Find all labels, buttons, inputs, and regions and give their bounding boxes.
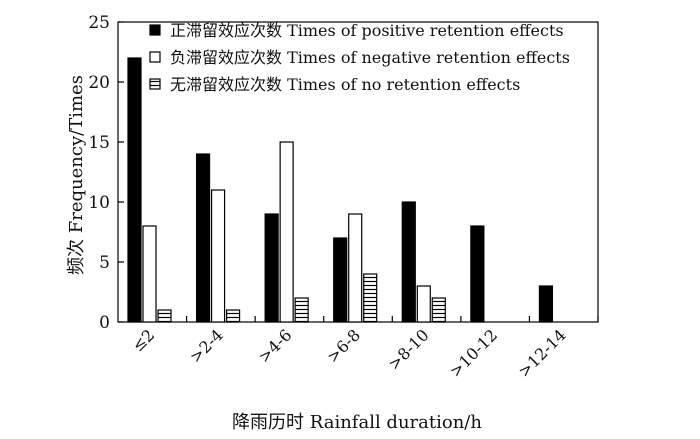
bar-solid <box>538 285 554 323</box>
bar-hatched <box>363 273 378 323</box>
plot-area <box>117 21 599 323</box>
y-tick-label: 15 <box>88 133 110 153</box>
legend-swatch-hatched <box>149 78 161 90</box>
bar-solid <box>333 237 348 323</box>
legend-label: 无滞留效应次数 Times of no retention effects <box>170 75 520 94</box>
y-tick-label: 5 <box>99 253 110 273</box>
y-tick-label: 20 <box>88 73 110 93</box>
legend: 正滞留效应次数 Times of positive retention effe… <box>149 21 570 94</box>
legend-swatch-hollow <box>149 51 161 63</box>
bar-solid <box>127 57 142 323</box>
y-tick-label: 0 <box>99 313 110 333</box>
bar-hollow <box>348 213 363 323</box>
bar-solid <box>195 153 211 323</box>
bar-hatched <box>225 309 241 323</box>
y-tick-label: 25 <box>88 13 110 33</box>
bar-hollow <box>210 189 226 323</box>
bar-hatched <box>157 309 172 323</box>
legend-label: 负滞留效应次数 Times of negative retention effe… <box>170 48 570 67</box>
bar-hollow <box>279 141 294 323</box>
x-tick-label: ≤2 <box>128 325 158 355</box>
x-tick-label: >2-4 <box>186 325 227 366</box>
legend-swatch-solid <box>149 24 161 36</box>
bar-solid <box>264 213 279 323</box>
x-tick-label: >12-14 <box>514 325 570 381</box>
bar-solid <box>470 225 485 323</box>
x-tick-label: >4-6 <box>254 325 295 366</box>
x-tick-label: >6-8 <box>323 325 364 366</box>
bar-hatched <box>294 297 309 323</box>
x-tick-label: >8-10 <box>384 325 432 373</box>
y-axis-title: 频次 Frequency/Times <box>66 75 87 275</box>
bar-hatched <box>431 297 446 323</box>
y-tick-label: 10 <box>88 193 110 213</box>
bar-hollow <box>142 225 157 323</box>
legend-label: 正滞留效应次数 Times of positive retention effe… <box>170 21 564 40</box>
y-axis-ticks: 0 5 10 15 20 25 <box>88 13 124 333</box>
bar-solid <box>401 201 416 323</box>
x-tick-label: >10-12 <box>446 325 502 381</box>
x-axis-title: 降雨历时 Rainfall duration/h <box>232 412 482 433</box>
x-axis-ticks: ≤2 >2-4 >4-6 >6-8 >8-10 >10-12 >12-14 <box>128 316 599 381</box>
bar-hollow <box>416 285 431 323</box>
